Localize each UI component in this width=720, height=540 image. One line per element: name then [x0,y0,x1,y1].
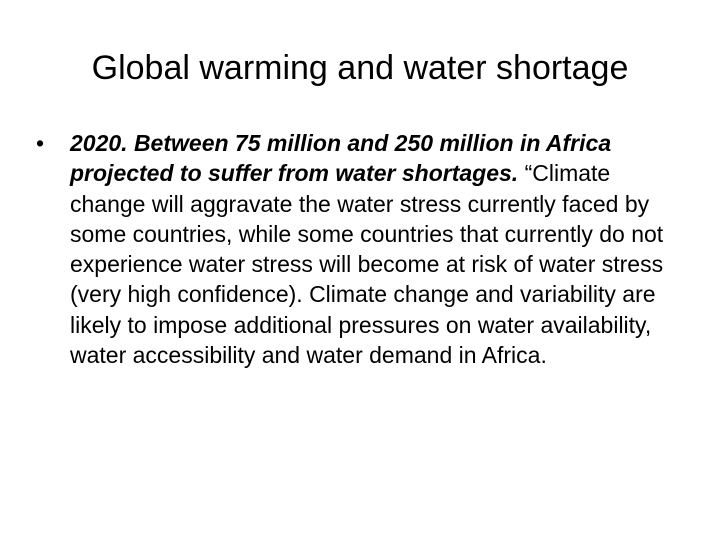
bullet-lead-text: 2020. Between 75 million and 250 million… [70,130,612,187]
bullet-icon: • [36,130,45,156]
slide-body: • 2020. Between 75 million and 250 milli… [36,128,686,370]
bullet-body-text: “Climate change will aggravate the water… [70,160,664,369]
bullet-item: • 2020. Between 75 million and 250 milli… [36,128,686,370]
slide-title: Global warming and water shortage [91,49,629,87]
